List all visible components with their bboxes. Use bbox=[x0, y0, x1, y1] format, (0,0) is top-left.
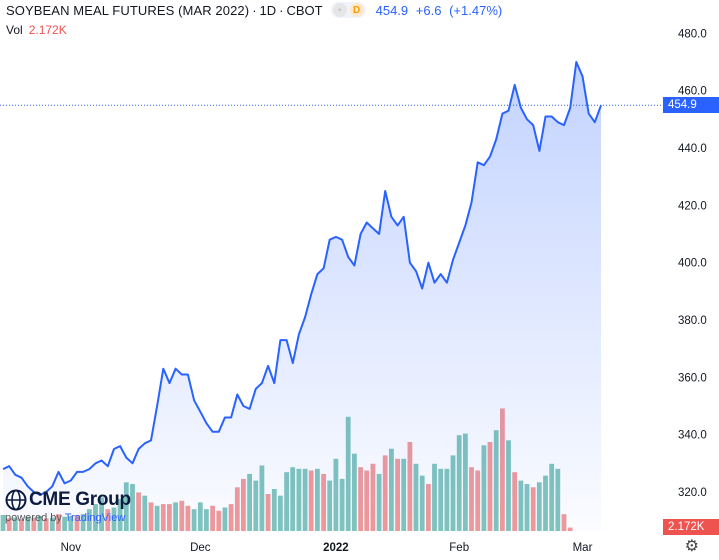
cme-globe-icon bbox=[5, 489, 27, 511]
volume-axis-tag: 2.172K bbox=[663, 519, 719, 535]
price-change-percent: (+1.47%) bbox=[449, 2, 503, 18]
tradingview-link[interactable]: TradingView bbox=[64, 512, 126, 524]
last-price: 454.9 +6.6 (+1.47%) bbox=[376, 3, 503, 18]
cme-name: CME Group bbox=[29, 489, 131, 510]
y-tick-label: 420.0 bbox=[678, 200, 707, 212]
y-tick-label: 460.0 bbox=[678, 86, 707, 98]
cme-logo: CME Group bbox=[5, 489, 131, 511]
cme-branding[interactable]: CME Group powered by TradingView bbox=[5, 489, 131, 524]
x-tick-label: Mar bbox=[573, 542, 593, 554]
header-separator: · bbox=[252, 2, 257, 18]
settings-gear-icon[interactable]: ⚙ bbox=[684, 538, 699, 555]
market-status-icon: ◦ bbox=[332, 3, 347, 17]
price-change: +6.6 bbox=[415, 2, 442, 18]
x-tick-label: Dec bbox=[190, 542, 211, 554]
x-tick-label: 2022 bbox=[323, 542, 349, 554]
status-badges[interactable]: ◦ D bbox=[330, 2, 366, 18]
last-price-value: 454.9 bbox=[375, 2, 409, 18]
exchange-label: CBOT bbox=[286, 2, 323, 18]
volume-label: Vol bbox=[6, 23, 23, 37]
header-separator: · bbox=[279, 2, 284, 18]
y-tick-label: 400.0 bbox=[678, 258, 707, 270]
x-tick-label: Nov bbox=[61, 542, 82, 554]
price-line bbox=[2, 61, 602, 496]
y-tick-label: 480.0 bbox=[678, 28, 707, 40]
volume-legend[interactable]: Vol 2.172K bbox=[6, 23, 67, 37]
price-area bbox=[3, 62, 601, 531]
last-price-axis-tag: 454.9 bbox=[663, 97, 719, 113]
powered-by: powered by TradingView bbox=[5, 512, 131, 524]
chart-header: SOYBEAN MEAL FUTURES (MAR 2022) · 1D · C… bbox=[6, 2, 502, 18]
y-tick-label: 380.0 bbox=[678, 315, 707, 327]
interval-label[interactable]: 1D bbox=[259, 2, 277, 18]
y-tick-label: 360.0 bbox=[678, 372, 707, 384]
powered-by-label: powered by bbox=[5, 512, 62, 524]
y-tick-label: 320.0 bbox=[678, 487, 707, 499]
x-tick-label: Feb bbox=[449, 542, 469, 554]
y-tick-label: 340.0 bbox=[678, 430, 707, 442]
volume-value: 2.172K bbox=[28, 23, 67, 37]
y-tick-label: 440.0 bbox=[678, 143, 707, 155]
delayed-data-badge[interactable]: D bbox=[349, 3, 364, 17]
symbol-title[interactable]: SOYBEAN MEAL FUTURES (MAR 2022) bbox=[6, 2, 250, 18]
